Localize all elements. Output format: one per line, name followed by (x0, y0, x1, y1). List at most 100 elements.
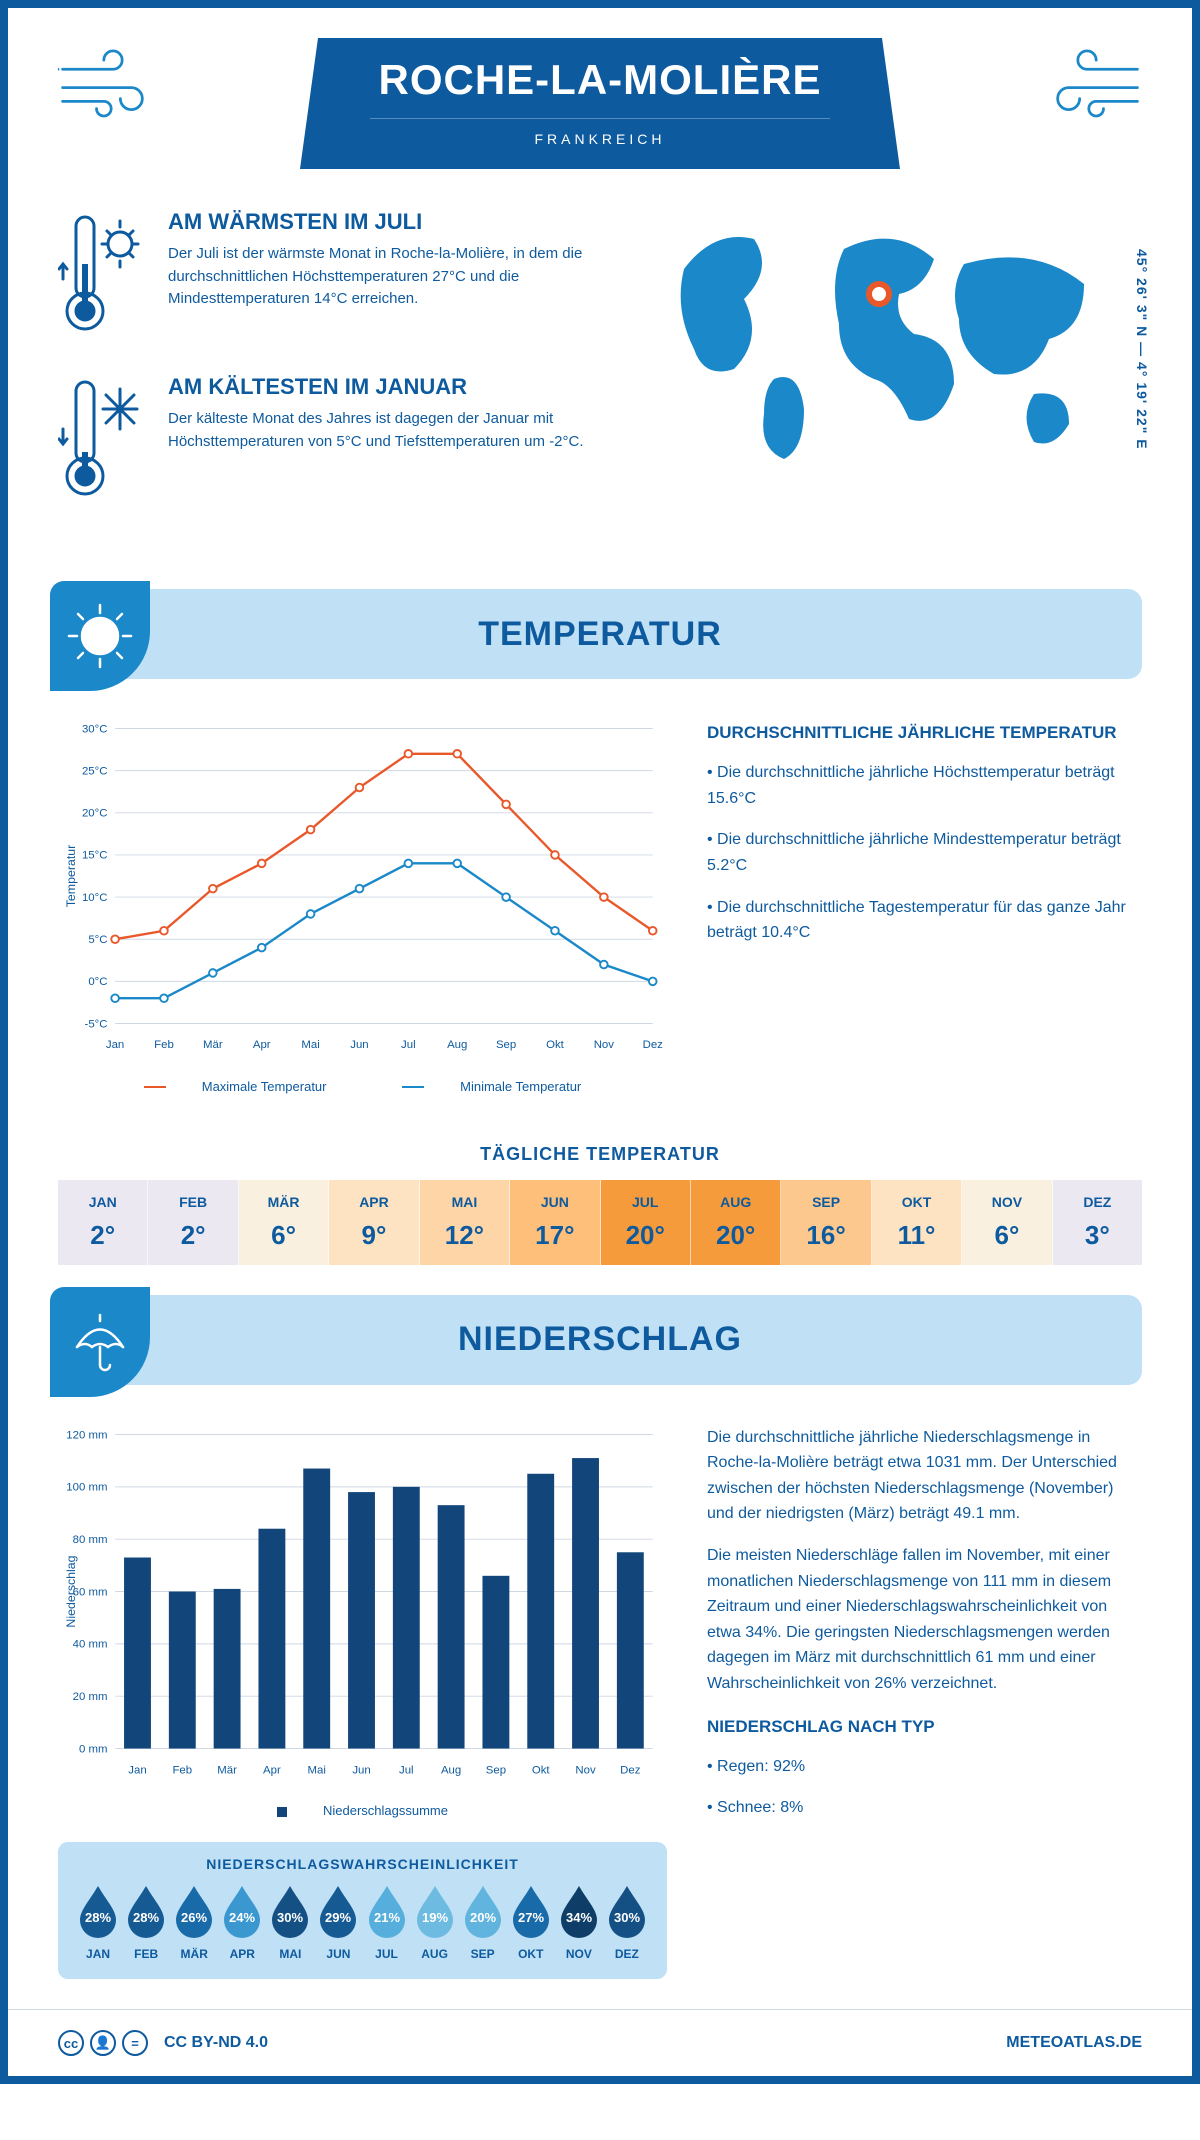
precip-section-head: NIEDERSCHLAG (58, 1295, 1142, 1385)
daily-temp-cell: JUN17° (510, 1180, 600, 1265)
svg-text:20%: 20% (470, 1910, 496, 1925)
svg-text:-5°C: -5°C (85, 1018, 108, 1030)
svg-text:Jan: Jan (128, 1764, 146, 1776)
svg-text:28%: 28% (133, 1910, 159, 1925)
license-block: cc 👤 = CC BY-ND 4.0 (58, 2030, 268, 2056)
precip-type-title: NIEDERSCHLAG NACH TYP (707, 1713, 1142, 1740)
intro-section: AM WÄRMSTEN IM JULI Der Juli ist der wär… (8, 169, 1192, 569)
prob-drop: 21% JUL (362, 1884, 410, 1961)
precip-legend: Niederschlagssumme (58, 1803, 667, 1818)
temperature-body: -5°C0°C5°C10°C15°C20°C25°C30°CJanFebMärA… (8, 699, 1192, 1124)
precip-type-2: • Schnee: 8% (707, 1795, 1142, 1821)
svg-text:21%: 21% (373, 1910, 399, 1925)
daily-temp-cell: SEP16° (781, 1180, 871, 1265)
thermometer-hot-icon (58, 209, 148, 344)
umbrella-icon (50, 1287, 150, 1397)
prob-drop: 30% DEZ (603, 1884, 651, 1961)
daily-temp-cell: JUL20° (601, 1180, 691, 1265)
prob-drop: 30% MAI (266, 1884, 314, 1961)
temperature-title: TEMPERATUR (478, 615, 722, 654)
warmest-title: AM WÄRMSTEN IM JULI (168, 209, 626, 235)
wind-icon (1032, 43, 1142, 128)
svg-text:Mär: Mär (217, 1764, 237, 1776)
daily-temp-cell: APR9° (329, 1180, 419, 1265)
svg-text:Aug: Aug (441, 1764, 461, 1776)
prob-drop: 20% SEP (459, 1884, 507, 1961)
svg-text:Feb: Feb (172, 1764, 192, 1776)
prob-drop: 28% FEB (122, 1884, 170, 1961)
svg-text:80 mm: 80 mm (73, 1534, 108, 1546)
avg-bullet-3: • Die durchschnittliche Tagestemperatur … (707, 895, 1142, 946)
svg-text:Mär: Mär (203, 1039, 223, 1051)
prob-drop: 34% NOV (555, 1884, 603, 1961)
svg-text:Nov: Nov (575, 1764, 596, 1776)
svg-text:30°C: 30°C (82, 723, 108, 735)
daily-temp-title: TÄGLICHE TEMPERATUR (8, 1144, 1192, 1165)
svg-text:Jul: Jul (401, 1039, 416, 1051)
legend-min: Minimale Temperatur (460, 1079, 581, 1094)
svg-text:Jan: Jan (106, 1039, 124, 1051)
country-label: FRANKREICH (370, 118, 830, 147)
warmest-fact: AM WÄRMSTEN IM JULI Der Juli ist der wär… (58, 209, 626, 344)
svg-text:15°C: 15°C (82, 850, 108, 862)
nd-icon: = (122, 2030, 148, 2056)
infographic: ROCHE-LA-MOLIÈRE FRANKREICH (0, 0, 1200, 2084)
svg-text:27%: 27% (518, 1910, 544, 1925)
daily-temp-cell: MÄR6° (239, 1180, 329, 1265)
by-icon: 👤 (90, 2030, 116, 2056)
svg-text:25°C: 25°C (82, 765, 108, 777)
precip-body: 0 mm20 mm40 mm60 mm80 mm100 mm120 mmJanF… (8, 1405, 1192, 2010)
temperature-line-chart: -5°C0°C5°C10°C15°C20°C25°C30°CJanFebMärA… (58, 719, 667, 1062)
temp-legend: Maximale Temperatur Minimale Temperatur (58, 1079, 667, 1094)
precip-text-2: Die meisten Niederschläge fallen im Nove… (707, 1543, 1142, 1697)
svg-text:Jun: Jun (352, 1764, 370, 1776)
legend-max: Maximale Temperatur (202, 1079, 327, 1094)
prob-drop: 28% JAN (74, 1884, 122, 1961)
title-banner: ROCHE-LA-MOLIÈRE FRANKREICH (300, 38, 900, 169)
precip-type-1: • Regen: 92% (707, 1754, 1142, 1780)
svg-text:19%: 19% (422, 1910, 448, 1925)
prob-drop: 19% AUG (411, 1884, 459, 1961)
svg-text:40 mm: 40 mm (73, 1638, 108, 1650)
prob-drop: 29% JUN (314, 1884, 362, 1961)
daily-temp-cell: FEB2° (148, 1180, 238, 1265)
svg-text:26%: 26% (181, 1910, 207, 1925)
daily-temp-cell: DEZ3° (1053, 1180, 1142, 1265)
svg-text:Mai: Mai (301, 1039, 319, 1051)
svg-text:Niederschlag: Niederschlag (64, 1555, 78, 1627)
coldest-text: Der kälteste Monat des Jahres ist dagege… (168, 408, 626, 453)
svg-text:Okt: Okt (546, 1039, 565, 1051)
prob-drop: 27% OKT (507, 1884, 555, 1961)
svg-text:Sep: Sep (486, 1764, 506, 1776)
svg-text:Okt: Okt (532, 1764, 551, 1776)
license-text: CC BY-ND 4.0 (164, 2034, 268, 2052)
svg-text:Temperatur: Temperatur (64, 845, 78, 908)
precip-title: NIEDERSCHLAG (458, 1320, 742, 1359)
svg-text:Feb: Feb (154, 1039, 174, 1051)
svg-text:34%: 34% (566, 1910, 592, 1925)
prob-drop: 24% APR (218, 1884, 266, 1961)
coldest-fact: AM KÄLTESTEN IM JANUAR Der kälteste Mona… (58, 374, 626, 509)
svg-text:0°C: 0°C (88, 976, 107, 988)
svg-text:5°C: 5°C (88, 934, 107, 946)
footer: cc 👤 = CC BY-ND 4.0 METEOATLAS.DE (8, 2009, 1192, 2076)
precip-bar-chart: 0 mm20 mm40 mm60 mm80 mm100 mm120 mmJanF… (58, 1425, 667, 1787)
daily-temp-cell: MAI12° (420, 1180, 510, 1265)
svg-text:Nov: Nov (594, 1039, 615, 1051)
daily-temp-cell: JAN2° (58, 1180, 148, 1265)
svg-text:Jul: Jul (399, 1764, 414, 1776)
svg-text:30%: 30% (614, 1910, 640, 1925)
prob-drops-row: 28% JAN 28% FEB 26% MÄR 24% APR 30% MAI (74, 1884, 651, 1961)
prob-title: NIEDERSCHLAGSWAHRSCHEINLICHKEIT (74, 1856, 651, 1872)
svg-text:Apr: Apr (253, 1039, 271, 1051)
svg-text:Sep: Sep (496, 1039, 516, 1051)
svg-text:30%: 30% (277, 1910, 303, 1925)
thermometer-cold-icon (58, 374, 148, 509)
svg-text:Aug: Aug (447, 1039, 467, 1051)
avg-bullet-2: • Die durchschnittliche jährliche Mindes… (707, 827, 1142, 878)
svg-text:28%: 28% (85, 1910, 111, 1925)
cc-icon: cc (58, 2030, 84, 2056)
svg-text:24%: 24% (229, 1910, 255, 1925)
world-map (664, 209, 1104, 469)
svg-text:20°C: 20°C (82, 808, 108, 820)
